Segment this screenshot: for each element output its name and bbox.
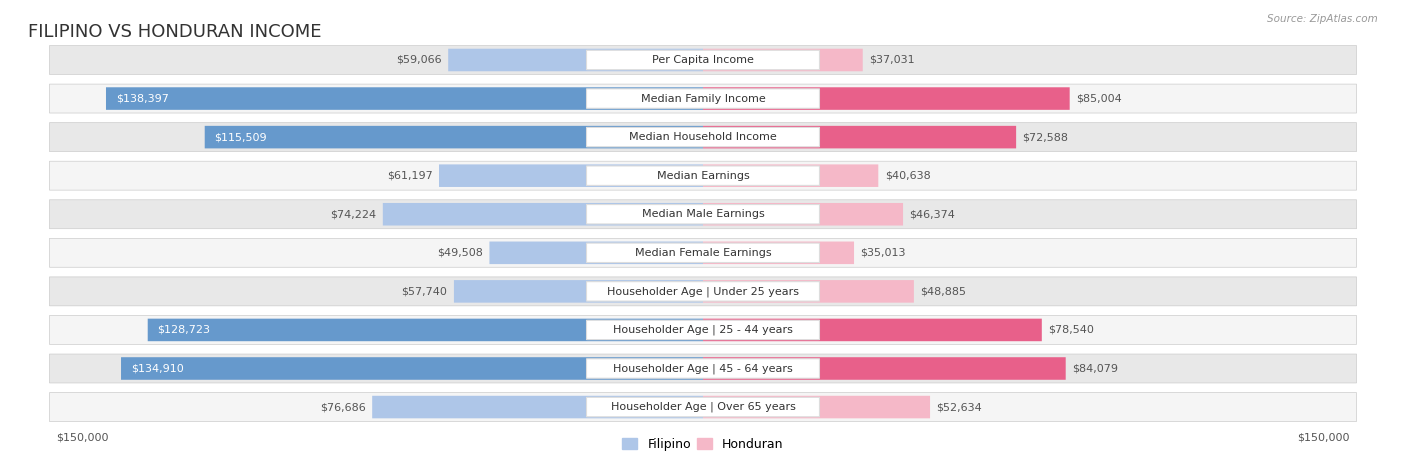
FancyBboxPatch shape — [439, 164, 703, 187]
FancyBboxPatch shape — [703, 203, 903, 226]
Text: Householder Age | 25 - 44 years: Householder Age | 25 - 44 years — [613, 325, 793, 335]
FancyBboxPatch shape — [49, 277, 1357, 306]
Text: $37,031: $37,031 — [869, 55, 915, 65]
Text: Householder Age | Under 25 years: Householder Age | Under 25 years — [607, 286, 799, 297]
FancyBboxPatch shape — [586, 397, 820, 417]
FancyBboxPatch shape — [586, 243, 820, 262]
FancyBboxPatch shape — [49, 393, 1357, 422]
FancyBboxPatch shape — [703, 280, 914, 303]
FancyBboxPatch shape — [49, 123, 1357, 152]
Text: $150,000: $150,000 — [1298, 432, 1350, 442]
Legend: Filipino, Honduran: Filipino, Honduran — [617, 433, 789, 456]
Text: $72,588: $72,588 — [1022, 132, 1069, 142]
FancyBboxPatch shape — [489, 241, 703, 264]
FancyBboxPatch shape — [703, 164, 879, 187]
Text: $138,397: $138,397 — [115, 93, 169, 104]
Text: Householder Age | 45 - 64 years: Householder Age | 45 - 64 years — [613, 363, 793, 374]
Text: $40,638: $40,638 — [884, 170, 931, 181]
Text: Median Earnings: Median Earnings — [657, 170, 749, 181]
FancyBboxPatch shape — [49, 238, 1357, 267]
Text: Source: ZipAtlas.com: Source: ZipAtlas.com — [1267, 14, 1378, 24]
Text: $115,509: $115,509 — [215, 132, 267, 142]
Text: Median Household Income: Median Household Income — [628, 132, 778, 142]
Text: $134,910: $134,910 — [131, 363, 184, 374]
FancyBboxPatch shape — [49, 84, 1357, 113]
Text: $46,374: $46,374 — [910, 209, 956, 219]
Text: $59,066: $59,066 — [396, 55, 441, 65]
FancyBboxPatch shape — [586, 89, 820, 108]
FancyBboxPatch shape — [49, 161, 1357, 190]
FancyBboxPatch shape — [703, 87, 1070, 110]
FancyBboxPatch shape — [586, 359, 820, 378]
FancyBboxPatch shape — [49, 200, 1357, 229]
FancyBboxPatch shape — [703, 396, 929, 418]
Text: Median Female Earnings: Median Female Earnings — [634, 248, 772, 258]
FancyBboxPatch shape — [703, 357, 1066, 380]
FancyBboxPatch shape — [703, 318, 1042, 341]
FancyBboxPatch shape — [121, 357, 703, 380]
FancyBboxPatch shape — [586, 166, 820, 185]
FancyBboxPatch shape — [382, 203, 703, 226]
Text: $74,224: $74,224 — [330, 209, 377, 219]
FancyBboxPatch shape — [586, 50, 820, 70]
FancyBboxPatch shape — [105, 87, 703, 110]
Text: $76,686: $76,686 — [321, 402, 366, 412]
Text: Median Family Income: Median Family Income — [641, 93, 765, 104]
FancyBboxPatch shape — [49, 354, 1357, 383]
FancyBboxPatch shape — [454, 280, 703, 303]
FancyBboxPatch shape — [373, 396, 703, 418]
Text: $52,634: $52,634 — [936, 402, 983, 412]
FancyBboxPatch shape — [449, 49, 703, 71]
FancyBboxPatch shape — [586, 320, 820, 340]
Text: $48,885: $48,885 — [921, 286, 966, 297]
Text: Median Male Earnings: Median Male Earnings — [641, 209, 765, 219]
Text: $85,004: $85,004 — [1076, 93, 1122, 104]
FancyBboxPatch shape — [205, 126, 703, 149]
FancyBboxPatch shape — [49, 316, 1357, 344]
FancyBboxPatch shape — [703, 126, 1017, 149]
FancyBboxPatch shape — [49, 46, 1357, 74]
Text: $61,197: $61,197 — [387, 170, 433, 181]
Text: $150,000: $150,000 — [56, 432, 108, 442]
FancyBboxPatch shape — [586, 205, 820, 224]
Text: $78,540: $78,540 — [1049, 325, 1094, 335]
FancyBboxPatch shape — [586, 282, 820, 301]
Text: $49,508: $49,508 — [437, 248, 484, 258]
FancyBboxPatch shape — [703, 241, 853, 264]
Text: $84,079: $84,079 — [1073, 363, 1118, 374]
FancyBboxPatch shape — [148, 318, 703, 341]
Text: $128,723: $128,723 — [157, 325, 211, 335]
Text: Per Capita Income: Per Capita Income — [652, 55, 754, 65]
Text: Householder Age | Over 65 years: Householder Age | Over 65 years — [610, 402, 796, 412]
FancyBboxPatch shape — [586, 127, 820, 147]
Text: $57,740: $57,740 — [402, 286, 447, 297]
Text: $35,013: $35,013 — [860, 248, 905, 258]
FancyBboxPatch shape — [703, 49, 863, 71]
Text: FILIPINO VS HONDURAN INCOME: FILIPINO VS HONDURAN INCOME — [28, 23, 322, 42]
